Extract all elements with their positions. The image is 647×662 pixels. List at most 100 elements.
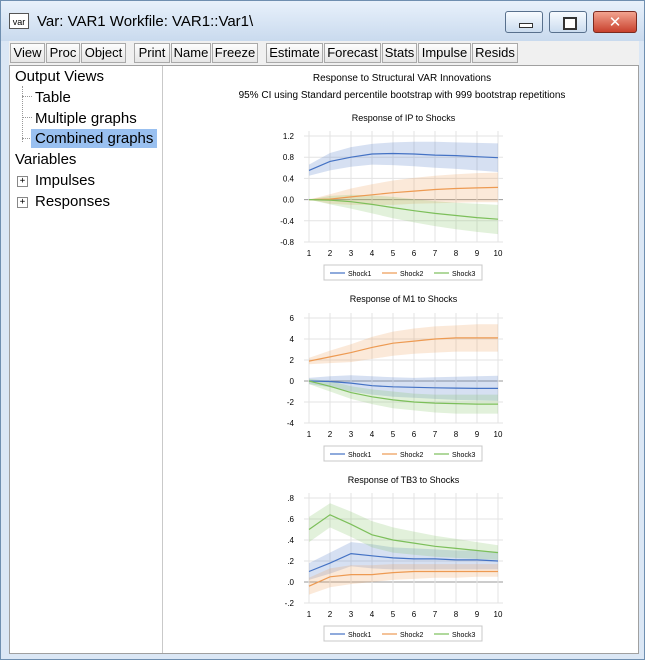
series-line-shock1 [308, 152, 499, 171]
tree-item-variables[interactable]: Variables [15, 151, 77, 168]
series-line-shock2 [308, 570, 498, 587]
tree-item-multiple-graphs[interactable]: Multiple graphs [35, 110, 137, 127]
y-tick-label: 4 [290, 335, 295, 344]
expand-impulses-icon[interactable]: + [17, 176, 28, 187]
chart-title: Response of M1 to Shocks [350, 294, 458, 304]
chart-title: Response of TB3 to Shocks [348, 475, 460, 485]
combined-graph-pane: Response to Structural VAR Innovations 9… [163, 66, 638, 653]
series-line-shock3 [308, 514, 499, 554]
y-tick-label: 2 [290, 356, 295, 365]
confidence-band-shock3 [309, 378, 498, 414]
y-tick-label: -0.8 [280, 238, 294, 247]
tree-item-combined-graphs[interactable]: Combined graphs [31, 129, 158, 148]
legend-label: Shock3 [452, 271, 475, 278]
legend-label: Shock2 [400, 632, 423, 639]
view-button[interactable]: View [10, 43, 45, 63]
series-line-shock3 [308, 199, 499, 220]
x-tick-label: 1 [307, 610, 312, 619]
x-tick-label: 4 [370, 610, 375, 619]
resids-button[interactable]: Resids [472, 43, 518, 63]
confidence-band-shock2 [309, 564, 498, 595]
y-tick-label: 0.4 [283, 174, 295, 183]
legend-label: Shock2 [400, 271, 423, 278]
y-tick-label: 0.8 [283, 153, 295, 162]
chart-panel: Response of TB3 to Shocks .8 .6 .4 .2 .0 -.2 1 2… [285, 475, 503, 642]
x-tick-label: 5 [391, 610, 396, 619]
chart-legend: Shock1 Shock2 Shock3 [323, 264, 483, 281]
y-tick-label: 1.2 [283, 132, 295, 141]
x-tick-label: 1 [307, 249, 312, 258]
chart-panel: Response of IP to Shocks 1.2 0.8 0.4 0.0 -0.4… [280, 113, 503, 281]
legend-box [323, 445, 483, 462]
print-button[interactable]: Print [134, 43, 170, 63]
proc-button[interactable]: Proc [46, 43, 80, 63]
legend-label: Shock1 [348, 632, 371, 639]
x-tick-label: 5 [391, 249, 396, 258]
x-tick-label: 9 [475, 249, 480, 258]
graph-subtitle: 95% CI using Standard percentile bootstr… [239, 90, 566, 101]
tree-connector [22, 86, 23, 142]
y-tick-label: .6 [287, 515, 294, 524]
x-tick-label: 6 [412, 249, 417, 258]
stats-button[interactable]: Stats [382, 43, 417, 63]
chart-legend: Shock1 Shock2 Shock3 [323, 445, 483, 462]
tree-item-responses[interactable]: Responses [35, 193, 111, 210]
x-tick-label: 7 [433, 249, 438, 258]
legend-label: Shock1 [348, 452, 371, 459]
forecast-button[interactable]: Forecast [324, 43, 381, 63]
y-tick-label: 0.0 [283, 196, 295, 205]
x-tick-label: 1 [307, 430, 312, 439]
x-tick-label: 2 [328, 610, 333, 619]
tree-item-table[interactable]: Table [35, 89, 71, 106]
chart-panel: Response of M1 to Shocks 6 4 2 0 -2 -4 1 2 3 4 5 6 7 8… [287, 294, 503, 462]
y-tick-label: -2 [287, 398, 295, 407]
tree-item-output-views[interactable]: Output Views [15, 68, 104, 85]
legend-box [323, 264, 483, 281]
graph-title: Response to Structural VAR Innovations [313, 73, 491, 84]
x-tick-label: 3 [349, 249, 354, 258]
x-tick-label: 10 [494, 249, 503, 258]
x-tick-label: 9 [475, 430, 480, 439]
tree-connector [22, 96, 32, 97]
object-button[interactable]: Object [81, 43, 126, 63]
x-tick-label: 10 [494, 430, 503, 439]
y-tick-label: .8 [287, 494, 294, 503]
x-tick-label: 6 [412, 430, 417, 439]
x-tick-label: 9 [475, 610, 480, 619]
chart-title: Response of IP to Shocks [352, 113, 456, 123]
title-bar[interactable]: var Var: VAR1 Workfile: VAR1::Var1\ ✕ [1, 1, 644, 41]
maximize-button[interactable] [549, 11, 587, 33]
output-tree: Output Views Table Multiple graphs Combi… [10, 66, 163, 653]
toolbar: View Proc Object Print Name Freeze Estim… [9, 41, 639, 66]
impulse-button[interactable]: Impulse [418, 43, 471, 63]
confidence-band-shock1 [309, 375, 498, 401]
name-button[interactable]: Name [171, 43, 211, 63]
minimize-button[interactable] [505, 11, 543, 33]
x-tick-label: 3 [349, 430, 354, 439]
x-tick-label: 2 [328, 430, 333, 439]
y-tick-label: .0 [287, 578, 294, 587]
legend-label: Shock2 [400, 452, 423, 459]
tree-connector [22, 117, 32, 118]
close-icon: ✕ [608, 13, 622, 31]
y-tick-label: -4 [287, 419, 295, 428]
legend-box [323, 625, 483, 642]
estimate-button[interactable]: Estimate [266, 43, 323, 63]
window-title: Var: VAR1 Workfile: VAR1::Var1\ [37, 13, 254, 30]
y-tick-label: 0 [290, 377, 295, 386]
close-button[interactable]: ✕ [593, 11, 637, 33]
x-tick-label: 5 [391, 430, 396, 439]
confidence-band-shock3 [309, 194, 498, 235]
y-tick-label: .2 [287, 557, 294, 566]
tree-item-impulses[interactable]: Impulses [35, 172, 96, 189]
chart-legend: Shock1 Shock2 Shock3 [323, 625, 483, 642]
x-tick-label: 8 [454, 430, 459, 439]
expand-responses-icon[interactable]: + [17, 197, 28, 208]
y-tick-label: -0.4 [280, 217, 294, 226]
x-tick-label: 7 [433, 430, 438, 439]
var-object-icon: var [9, 13, 29, 29]
freeze-button[interactable]: Freeze [212, 43, 258, 63]
confidence-band-shock2 [309, 324, 498, 365]
y-tick-label: 6 [290, 314, 295, 323]
